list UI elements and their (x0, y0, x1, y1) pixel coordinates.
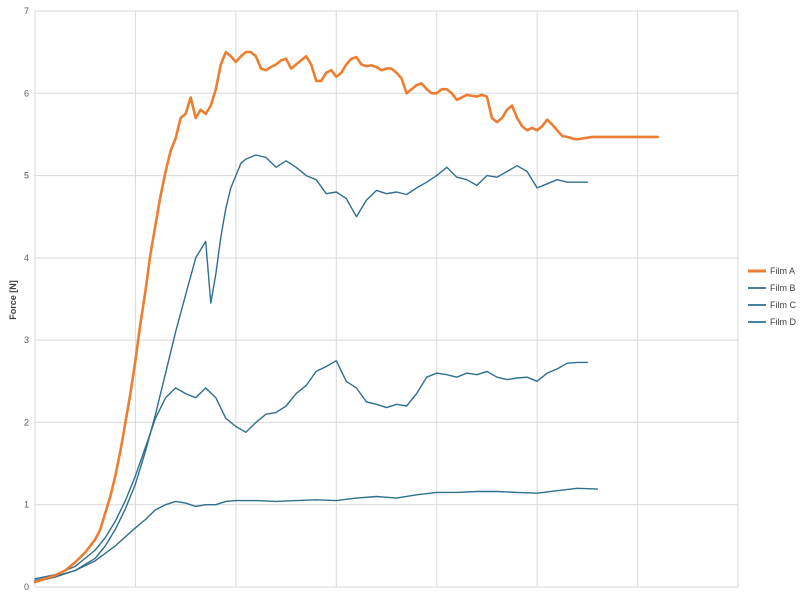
series-lines (33, 50, 660, 584)
gridlines (34, 10, 739, 588)
series-line-film-d (34, 487, 599, 583)
legend-label: Film A (770, 266, 795, 276)
y-axis-title: Force [N] (8, 280, 18, 320)
legend-label: Film C (770, 300, 796, 310)
y-tick-label: 6 (24, 88, 29, 98)
series-line-film-a (33, 50, 660, 584)
y-tick-label: 2 (24, 417, 29, 427)
y-tick-label: 0 (24, 582, 29, 592)
legend-label: Film B (770, 283, 796, 293)
series-line-film-b (34, 154, 589, 582)
y-tick-label: 7 (24, 6, 29, 16)
y-tick-label: 3 (24, 335, 29, 345)
legend: Film A Film B Film C Film D (748, 266, 796, 327)
y-tick-label: 1 (24, 500, 29, 510)
legend-label: Film D (770, 317, 796, 327)
y-tick-label: 5 (24, 171, 29, 181)
axes: 0 1 2 3 4 5 6 7 (24, 6, 29, 592)
y-tick-label: 4 (24, 253, 29, 263)
